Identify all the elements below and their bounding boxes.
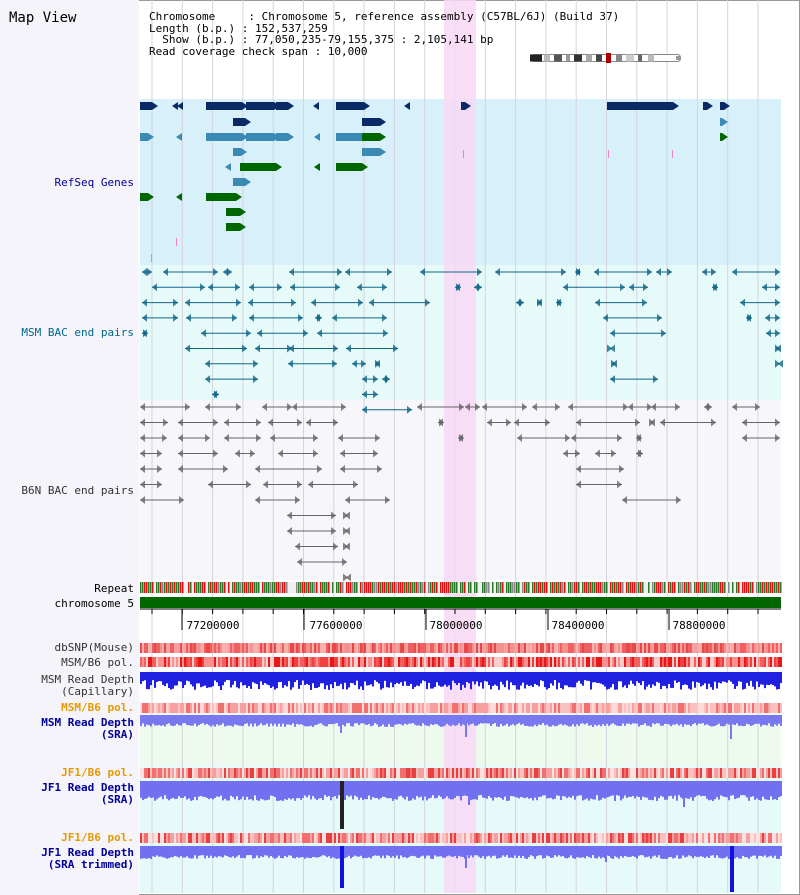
selected-region-highlight[interactable]: [444, 0, 476, 893]
chromosome-info: Chromosome : Chromosome 5, reference ass…: [149, 11, 619, 57]
jf1-b6-pol-track: [140, 768, 782, 778]
msm-b6-pol-track-2: [140, 703, 782, 713]
label-jf1-read-depth-sra[interactable]: JF1 Read Depth: [41, 781, 134, 794]
axis-tick-label: 78400000: [551, 619, 605, 632]
label-chromosome[interactable]: chromosome 5: [54, 597, 134, 610]
label-msm-read-depth-capillary-sub: (Capillary): [61, 685, 134, 698]
info-coverage-span: Read coverage check span : 10,000: [149, 44, 368, 58]
track-label-column: [0, 0, 139, 895]
info-length: Length (b.p.) : 152,537,259: [149, 21, 328, 35]
jf1-b6-pol-track-2: [140, 833, 782, 843]
info-show-range: Show (b.p.) : 77,050,235-79,155,375 : 2,…: [149, 33, 494, 46]
b6n-bac-pairs: [140, 403, 780, 582]
label-jf1-b6-pol[interactable]: JF1/B6 pol.: [61, 766, 134, 779]
label-jf1-read-depth-trimmed[interactable]: JF1 Read Depth: [41, 846, 134, 859]
label-msm-b6-pol[interactable]: MSM/B6 pol.: [61, 656, 134, 669]
label-jf1-b6-pol-2[interactable]: JF1/B6 pol.: [61, 831, 134, 844]
label-jf1-read-depth-sra-sub: (SRA): [100, 793, 134, 806]
msm-bac-pairs: [142, 268, 783, 414]
msm-depth-capillary-track: [140, 672, 782, 690]
refseq-gene-glyphs: [140, 102, 730, 262]
repeat-track: [140, 582, 782, 593]
label-msm-bac-end-pairs[interactable]: MSM BAC end pairs: [21, 326, 134, 339]
msm-b6-pol-track: [140, 657, 782, 667]
label-msm-b6-pol-2[interactable]: MSM/B6 pol.: [61, 701, 134, 714]
dbsnp-track: [140, 643, 782, 653]
chromosome-ideogram[interactable]: [530, 53, 682, 63]
axis-tick-label: 77200000: [186, 619, 240, 632]
coordinate-axis: [140, 608, 781, 630]
label-refseq-genes[interactable]: RefSeq Genes: [54, 176, 134, 189]
jf1-depth-trimmed-track: [140, 846, 782, 892]
label-dbsnp[interactable]: dbSNP(Mouse): [54, 641, 134, 654]
chromosome-band[interactable]: [140, 597, 781, 608]
label-repeat[interactable]: Repeat: [94, 582, 134, 595]
info-chromosome: Chromosome : Chromosome 5, reference ass…: [149, 10, 620, 23]
label-jf1-read-depth-trimmed-sub: (SRA trimmed): [47, 858, 134, 871]
axis-tick-label: 78800000: [672, 619, 726, 632]
msm-depth-sra-track: [140, 715, 782, 739]
label-msm-read-depth-capillary[interactable]: MSM Read Depth: [41, 673, 134, 686]
label-b6n-bac-end-pairs[interactable]: B6N BAC end pairs: [21, 484, 134, 497]
map-view-title: Map View: [9, 10, 77, 26]
label-msm-read-depth-sra[interactable]: MSM Read Depth: [41, 716, 134, 729]
grid-lines: [151, 0, 759, 893]
label-msm-read-depth-sra-sub: (SRA): [100, 728, 134, 741]
axis-tick-label: 77600000: [309, 619, 363, 632]
jf1-depth-sra-track: [140, 781, 782, 829]
axis-tick-label: 78000000: [429, 619, 483, 632]
